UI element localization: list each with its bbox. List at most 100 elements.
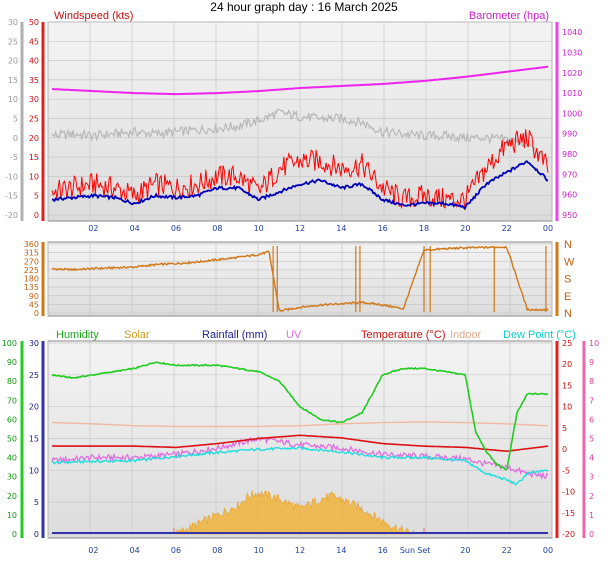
- direction-compass-label: S: [564, 274, 571, 286]
- humidity-y-tick: 30: [7, 473, 17, 482]
- direction-compass-label: E: [564, 291, 571, 303]
- baro-y-tick: 1000: [562, 109, 582, 118]
- wind-y-tick: 15: [29, 153, 39, 162]
- wind-x-tick: 06: [171, 224, 181, 233]
- rain-y-tick: 15: [29, 435, 39, 444]
- temp-gray-y-tick: 20: [8, 57, 18, 66]
- baro-y-tick: 950: [562, 211, 577, 220]
- humidity-y-tick: 70: [7, 396, 17, 405]
- page-title: 24 hour graph day : 16 March 2025: [210, 0, 398, 14]
- baro-y-tick: 1040: [562, 28, 582, 37]
- rain-y-tick: 0: [34, 530, 39, 539]
- wind-y-tick: 40: [29, 57, 39, 66]
- uv-y-tick: 2: [589, 492, 594, 501]
- wind-y-tick: 45: [29, 37, 39, 46]
- temp-y-tick: 10: [562, 403, 572, 412]
- temp-y-tick: 5: [562, 424, 567, 433]
- uv-y-tick: 5: [589, 435, 594, 444]
- wind-x-tick: 00: [543, 224, 553, 233]
- baro-y-tick: 1010: [562, 89, 582, 98]
- legend-indoor: Indoor: [450, 329, 482, 341]
- baro-y-tick: 970: [562, 170, 577, 179]
- wind-axis-label: Windspeed (kts): [54, 10, 133, 22]
- direction-y-tick: 360: [24, 240, 39, 249]
- wind-y-tick: 20: [29, 134, 39, 143]
- temp-gray-y-tick: 30: [8, 18, 18, 27]
- temp-y-tick: -10: [562, 488, 575, 497]
- temp-y-tick: 20: [562, 360, 572, 369]
- sunrise-label: Sun: [400, 546, 415, 555]
- humidity-y-tick: 90: [7, 358, 17, 367]
- series-wind-direction: [51, 245, 549, 312]
- humidity-y-tick: 0: [12, 530, 17, 539]
- wind-y-tick: 5: [34, 192, 39, 201]
- wind-x-tick: 22: [502, 224, 512, 233]
- wind-y-tick: 25: [29, 115, 39, 124]
- rain-y-tick: 25: [29, 371, 39, 380]
- wind-y-tick: 35: [29, 76, 39, 85]
- temp-gray-y-tick: -10: [5, 172, 18, 181]
- series-solar: [175, 490, 415, 535]
- series-dewpoint: [51, 446, 549, 486]
- humidity-y-tick: 10: [7, 511, 17, 520]
- wind-y-tick: 50: [29, 18, 39, 27]
- direction-y-tick: 225: [24, 266, 39, 275]
- legend-uv: UV: [286, 329, 302, 341]
- wind-y-tick: 10: [29, 172, 39, 181]
- humidity-y-tick: 60: [7, 415, 17, 424]
- temp-gray-y-tick: 0: [13, 134, 18, 143]
- legend-dewpoint: Dew Point (°C): [503, 329, 576, 341]
- series-indoor: [52, 421, 549, 428]
- temp-y-tick: 15: [562, 381, 572, 390]
- temp-y-tick: -5: [562, 466, 570, 475]
- temp-gray-y-tick: 10: [8, 95, 18, 104]
- wind-x-tick: 20: [460, 224, 470, 233]
- legend-rain: Rainfall (mm): [202, 329, 267, 341]
- humidity-y-tick: 20: [7, 492, 17, 501]
- humidity-y-tick: 80: [7, 377, 17, 386]
- weather-x-tick: 12: [295, 546, 305, 555]
- wind-x-tick: 02: [88, 224, 98, 233]
- humidity-y-tick: 100: [2, 339, 17, 348]
- rain-y-tick: 10: [29, 466, 39, 475]
- rain-y-tick: 20: [29, 403, 39, 412]
- direction-compass-label: W: [564, 256, 575, 268]
- baro-y-tick: 1020: [562, 69, 582, 78]
- sunset-label: Set: [417, 546, 430, 555]
- uv-y-tick: 1: [589, 511, 594, 520]
- uv-y-tick: 3: [589, 473, 594, 482]
- legend-temperature: Temperature (°C): [361, 329, 445, 341]
- weather-x-tick: 06: [171, 546, 181, 555]
- baro-y-tick: 980: [562, 150, 577, 159]
- weather-x-tick: 08: [212, 546, 222, 555]
- wind-x-tick: 10: [254, 224, 264, 233]
- legend-solar: Solar: [124, 329, 150, 341]
- temp-y-tick: 25: [562, 339, 572, 348]
- weather-x-tick: 10: [254, 546, 264, 555]
- wind-x-tick: 14: [336, 224, 346, 233]
- weather-x-tick: 22: [502, 546, 512, 555]
- baro-axis-label: Barometer (hpa): [469, 10, 549, 22]
- direction-y-tick: 270: [24, 257, 39, 266]
- temp-gray-y-tick: 15: [8, 76, 18, 85]
- rain-y-tick: 30: [29, 339, 39, 348]
- temp-y-tick: -20: [562, 530, 575, 539]
- temp-gray-y-tick: 5: [13, 115, 18, 124]
- temp-gray-y-tick: -15: [5, 192, 18, 201]
- direction-compass-label: N: [564, 308, 572, 320]
- weather-x-tick: 02: [88, 546, 98, 555]
- baro-y-tick: 990: [562, 130, 577, 139]
- series-humidity: [51, 361, 549, 472]
- humidity-y-tick: 40: [7, 454, 17, 463]
- series-barometer: [51, 65, 549, 96]
- direction-y-tick: 45: [29, 300, 39, 309]
- wind-x-tick: 18: [419, 224, 429, 233]
- series-wind-gray: [51, 108, 549, 164]
- direction-y-tick: 180: [24, 275, 39, 284]
- humidity-y-tick: 50: [7, 435, 17, 444]
- temp-y-tick: -15: [562, 509, 575, 518]
- series-wind-average: [51, 160, 549, 211]
- weather-x-tick: 20: [460, 546, 470, 555]
- uv-y-tick: 4: [589, 454, 594, 463]
